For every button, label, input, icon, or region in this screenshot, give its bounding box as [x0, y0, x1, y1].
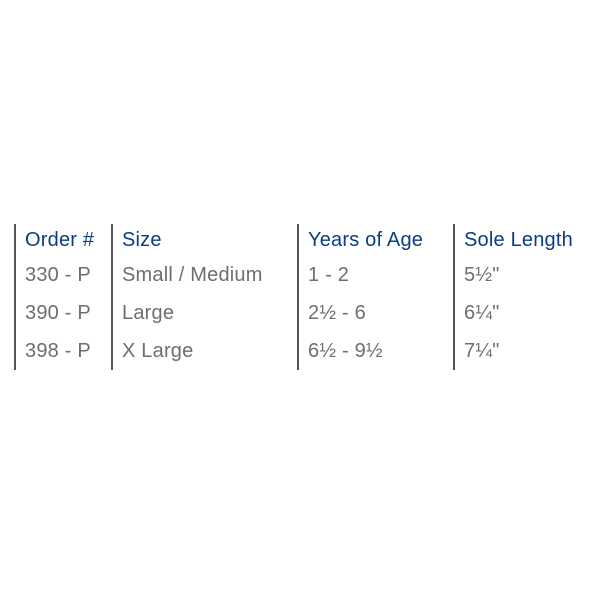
cell-sole-length-row1: 5½" [464, 263, 500, 286]
cell-size-row3: X Large [122, 339, 194, 362]
cell-sole-length-row2: 6¼" [464, 301, 500, 324]
size-chart-table: Order # 330 - P 390 - P 398 - P Size Sma… [14, 224, 585, 370]
cell-order-number-row1: 330 - P [25, 263, 91, 286]
column-sole-length: Sole Length 5½" 6¼" 7¼" [453, 224, 585, 370]
cell-order-number-row2: 390 - P [25, 301, 91, 324]
cell-size-row2: Large [122, 301, 175, 324]
column-header-years-of-age: Years of Age [308, 228, 424, 251]
column-size: Size Small / Medium Large X Large [111, 224, 297, 370]
column-header-size: Size [122, 228, 162, 251]
cell-years-of-age-row1: 1 - 2 [308, 263, 350, 286]
cell-order-number-row3: 398 - P [25, 339, 91, 362]
column-header-sole-length: Sole Length [464, 228, 573, 251]
cell-size-row1: Small / Medium [122, 263, 263, 286]
column-order-number: Order # 330 - P 390 - P 398 - P [14, 224, 111, 370]
cell-sole-length-row3: 7¼" [464, 339, 500, 362]
cell-years-of-age-row3: 6½ - 9½ [308, 339, 383, 362]
cell-years-of-age-row2: 2½ - 6 [308, 301, 366, 324]
column-header-order-number: Order # [25, 228, 95, 251]
column-years-of-age: Years of Age 1 - 2 2½ - 6 6½ - 9½ [297, 224, 453, 370]
